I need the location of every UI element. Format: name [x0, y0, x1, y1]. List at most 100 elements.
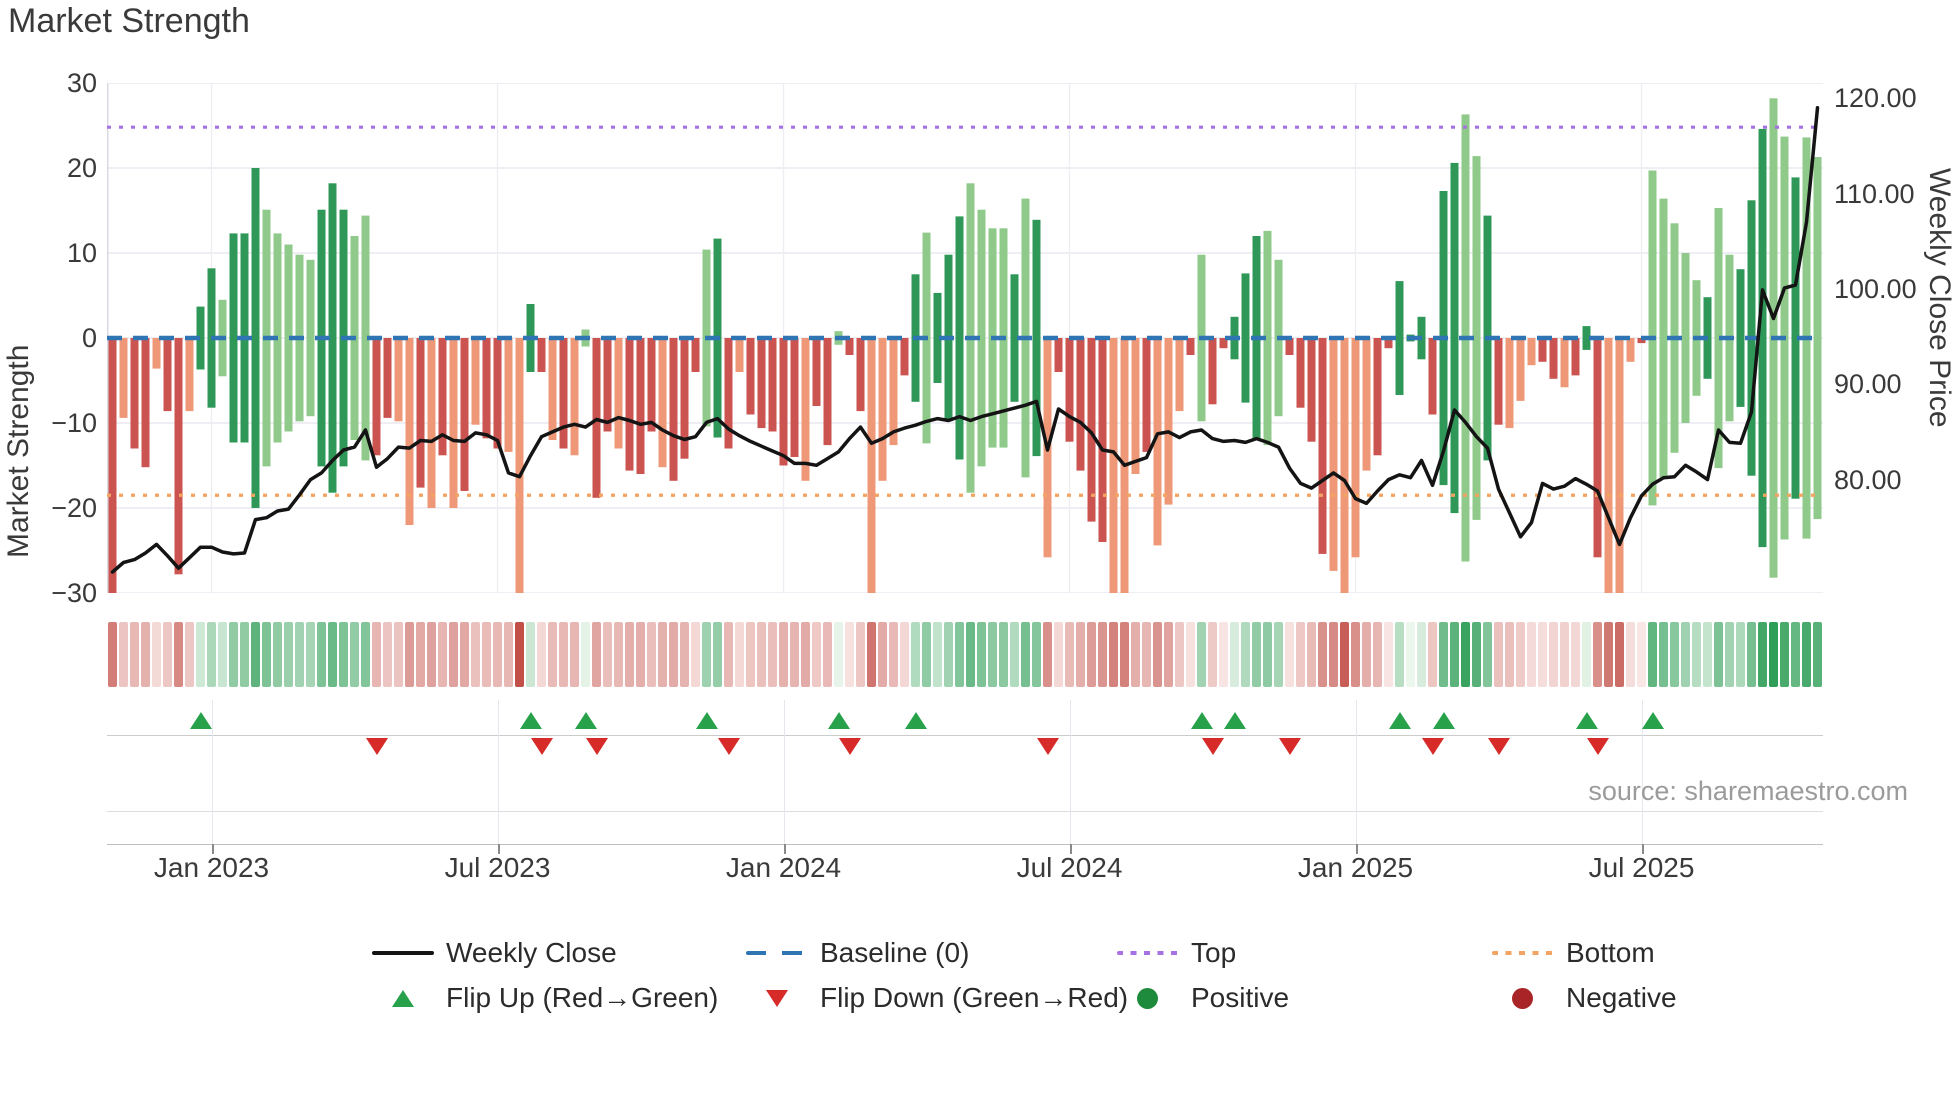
heatmap-cell	[1141, 622, 1152, 687]
heatmap-cell	[998, 622, 1009, 687]
heatmap-cell	[151, 622, 162, 687]
legend: Weekly Close Baseline (0) Top Bottom Flip Up…	[0, 926, 1960, 1036]
strength-bar	[1087, 338, 1096, 522]
left-tick-label: 10	[66, 238, 97, 268]
strength-bar	[647, 338, 656, 432]
strength-bar	[1538, 338, 1547, 362]
heatmap-cell	[657, 622, 668, 687]
legend-item: Baseline (0)	[746, 934, 969, 972]
strength-bar	[1626, 338, 1635, 362]
strength-bar	[1659, 198, 1668, 478]
legend-item: Positive	[1117, 979, 1289, 1017]
heatmap-cell	[1075, 622, 1086, 687]
strength-bar	[900, 338, 909, 376]
strength-bar	[471, 338, 480, 425]
heatmap-cell	[382, 622, 393, 687]
strength-bar	[746, 338, 755, 415]
legend-label: Top	[1191, 937, 1237, 968]
strength-bar	[1054, 338, 1063, 372]
heatmap-cell	[778, 622, 789, 687]
strength-bar	[284, 244, 293, 432]
heatmap-cell	[162, 622, 173, 687]
strength-bar	[416, 338, 425, 488]
flip-down-icon	[1487, 738, 1510, 755]
strength-bar	[493, 338, 502, 449]
strength-bar	[1582, 326, 1591, 350]
strength-bar	[383, 338, 392, 418]
heatmap-cell	[1119, 622, 1130, 687]
strength-bar	[1219, 338, 1228, 349]
strength-bar	[185, 338, 194, 412]
strength-bar	[955, 216, 964, 460]
strength-heatmap	[107, 622, 1823, 687]
heatmap-cell	[1801, 622, 1812, 687]
strength-bar	[1384, 338, 1393, 349]
x-tick-mark	[1355, 844, 1358, 854]
heatmap-cell	[1394, 622, 1405, 687]
legend-item: Negative	[1492, 979, 1677, 1017]
heatmap-cell	[1405, 622, 1416, 687]
plot-svg	[106, 82, 1823, 746]
heatmap-cell	[1680, 622, 1691, 687]
heatmap-cell	[910, 622, 921, 687]
heatmap-cell	[206, 622, 217, 687]
heatmap-cell	[1460, 622, 1471, 687]
heatmap-cell	[855, 622, 866, 687]
strength-bar	[1142, 338, 1151, 452]
heatmap-cell	[283, 622, 294, 687]
dotted-line-swatch-icon	[1492, 943, 1554, 963]
triangle-down-icon	[746, 988, 808, 1008]
heatmap-cell	[261, 622, 272, 687]
heatmap-cell	[1636, 622, 1647, 687]
heatmap-cell	[1152, 622, 1163, 687]
strength-bar	[449, 338, 458, 508]
heatmap-cell	[1273, 622, 1284, 687]
heatmap-cell	[536, 622, 547, 687]
strength-bar	[1109, 338, 1118, 595]
heatmap-cell	[1207, 622, 1218, 687]
heatmap-cell	[943, 622, 954, 687]
strength-bar	[757, 338, 766, 429]
heatmap-cell	[195, 622, 206, 687]
legend-item: Top	[1117, 934, 1236, 972]
flip-up-icon	[1388, 712, 1411, 729]
heatmap-cell	[1515, 622, 1526, 687]
strength-bar	[790, 338, 799, 457]
heatmap-cell	[503, 622, 514, 687]
strength-bar	[724, 338, 733, 449]
heatmap-cell	[580, 622, 591, 687]
right-tick-label: 100.00	[1834, 273, 1917, 304]
heatmap-cell	[338, 622, 349, 687]
heatmap-cell	[1713, 622, 1724, 687]
heatmap-cell	[250, 622, 261, 687]
heatmap-cell	[272, 622, 283, 687]
heatmap-cell	[1427, 622, 1438, 687]
strength-bar	[1186, 338, 1195, 355]
heatmap-cell	[129, 622, 140, 687]
heatmap-cell	[1482, 622, 1493, 687]
circle-swatch-icon	[1117, 988, 1179, 1009]
heatmap-cell	[602, 622, 613, 687]
heatmap-cell	[1020, 622, 1031, 687]
strength-bar	[141, 338, 150, 468]
heatmap-cell	[1603, 622, 1614, 687]
left-tick-label: −10	[51, 408, 97, 438]
strength-bars	[108, 98, 1822, 746]
strength-bar	[328, 183, 337, 493]
heatmap-cell	[1108, 622, 1119, 687]
flip-down-icon	[1421, 738, 1444, 755]
strength-bar	[1351, 338, 1360, 558]
x-tick-mark	[211, 844, 214, 854]
right-tick-label: 120.00	[1834, 83, 1917, 114]
flip-up-icon	[904, 712, 927, 729]
strength-bar	[1571, 338, 1580, 376]
strength-bar	[1164, 338, 1173, 505]
heatmap-cell	[1317, 622, 1328, 687]
panel-line	[107, 811, 1823, 812]
heatmap-cell	[734, 622, 745, 687]
heatmap-cell	[811, 622, 822, 687]
heatmap-cell	[635, 622, 646, 687]
heatmap-cell	[1086, 622, 1097, 687]
flip-down-icon	[838, 738, 861, 755]
